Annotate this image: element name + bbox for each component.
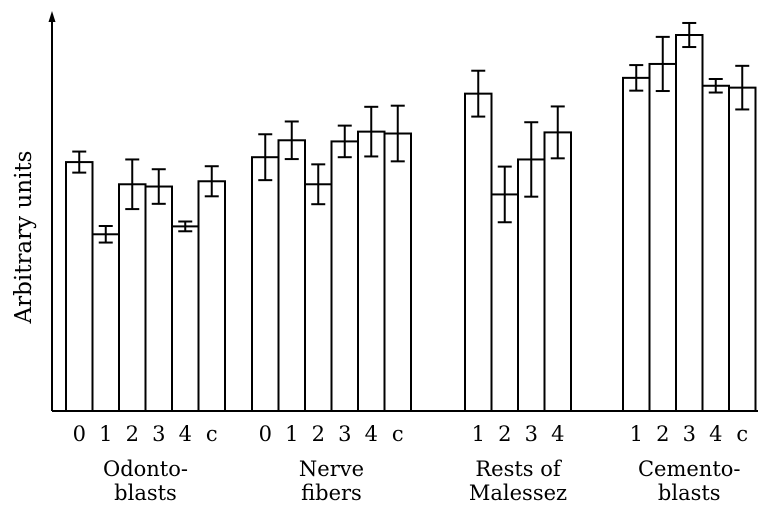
group-label: Cemento- xyxy=(638,457,741,481)
bar xyxy=(357,130,386,413)
error-bar xyxy=(735,64,750,111)
x-tick-label: 1 xyxy=(630,422,643,446)
bar xyxy=(251,156,280,412)
error-bar xyxy=(497,165,512,224)
error-bar xyxy=(258,133,273,182)
x-tick-label: 1 xyxy=(285,422,298,446)
bar xyxy=(728,86,757,412)
bar xyxy=(701,84,730,412)
error-bar xyxy=(655,35,670,93)
x-tick-label: 4 xyxy=(365,422,378,446)
bar xyxy=(304,183,333,412)
bar xyxy=(464,92,493,412)
error-bar xyxy=(72,150,87,174)
x-tick-label: c xyxy=(392,422,404,446)
x-tick-label: 0 xyxy=(259,422,272,446)
error-bar xyxy=(708,77,723,94)
bar xyxy=(171,225,200,412)
group-label: blasts xyxy=(658,481,721,505)
error-bar xyxy=(98,225,113,244)
x-tick-label: 4 xyxy=(551,422,564,446)
bar xyxy=(622,76,651,412)
error-bar xyxy=(311,163,326,206)
x-tick-label: 3 xyxy=(683,422,696,446)
bar xyxy=(65,161,94,412)
error-bar xyxy=(550,105,565,160)
bar xyxy=(675,34,704,412)
x-tick-label: c xyxy=(736,422,748,446)
bar xyxy=(91,233,120,412)
error-bar xyxy=(204,165,219,198)
x-tick-label: 3 xyxy=(152,422,165,446)
error-bar xyxy=(682,21,697,49)
error-bar xyxy=(151,168,166,205)
bar xyxy=(383,132,412,412)
bars xyxy=(65,34,757,413)
x-tick-label: 3 xyxy=(525,422,538,446)
error-bar xyxy=(471,69,486,118)
group-label: Odonto- xyxy=(103,457,188,481)
bar xyxy=(490,193,519,412)
error-bar xyxy=(178,220,193,233)
x-tick-label: 1 xyxy=(472,422,485,446)
x-tick-label: 2 xyxy=(126,422,139,446)
error-bar xyxy=(524,121,539,198)
error-bars xyxy=(72,21,750,244)
group-label: Rests of xyxy=(475,457,563,481)
error-bar xyxy=(284,120,299,161)
error-bar xyxy=(125,158,140,211)
bar xyxy=(197,180,226,412)
x-tick-label: 4 xyxy=(179,422,192,446)
x-tick-label: c xyxy=(206,422,218,446)
x-tick-label: 2 xyxy=(498,422,511,446)
group-label: blasts xyxy=(114,481,177,505)
error-bar xyxy=(629,64,644,92)
y-axis-arrow xyxy=(48,11,56,22)
bar xyxy=(144,185,173,412)
bar xyxy=(118,183,147,412)
y-axis-label: Arbitrary units xyxy=(11,151,37,325)
error-bar xyxy=(337,124,352,159)
x-tick-label: 0 xyxy=(73,422,86,446)
group-label: Nerve xyxy=(299,457,364,481)
x-tick-label: 2 xyxy=(312,422,325,446)
bar xyxy=(648,62,677,413)
bar xyxy=(543,131,572,412)
bar xyxy=(517,158,546,412)
error-bar xyxy=(364,105,379,158)
group-label: fibers xyxy=(301,481,362,505)
x-tick-label: 1 xyxy=(99,422,112,446)
bar xyxy=(277,139,306,412)
x-tick-label: 3 xyxy=(338,422,351,446)
bar xyxy=(330,140,359,413)
error-bar xyxy=(390,104,405,163)
x-tick-label: 2 xyxy=(656,422,669,446)
group-label: Malessez xyxy=(469,481,567,505)
x-tick-label: 4 xyxy=(709,422,722,446)
